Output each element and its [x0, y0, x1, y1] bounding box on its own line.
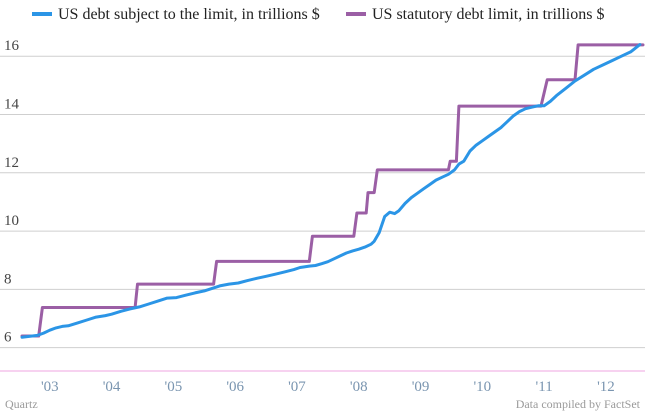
y-tick-label-8: 8	[4, 271, 12, 287]
x-tick-label-2010: '10	[473, 379, 491, 395]
series-line-debt	[20, 43, 642, 339]
x-tick-label-2006: '06	[226, 379, 244, 395]
x-tick-label-2009: '09	[412, 379, 430, 395]
x-tick-label-2003: '03	[41, 379, 59, 395]
y-tick-label-10: 10	[4, 213, 19, 229]
x-tick-label-2007: '07	[288, 379, 306, 395]
legend-label-limit: US statutory debt limit, in trillions $	[372, 6, 604, 23]
y-axis-tick-labels: 6 8 10 12 14 16	[4, 38, 20, 345]
series-line-limit	[20, 43, 645, 338]
x-tick-label-2005: '05	[165, 379, 183, 395]
series-lines	[20, 43, 645, 339]
gridlines	[0, 55, 645, 349]
y-tick-label-16: 16	[4, 38, 20, 54]
data-credit: Data compiled by FactSet	[516, 397, 641, 411]
x-tick-label-2004: '04	[103, 379, 121, 395]
x-axis-tick-labels: '03 '04 '05 '06 '07 '08 '09 '10 '11 '12	[41, 379, 615, 395]
x-tick-label-2008: '08	[350, 379, 368, 395]
source-credit: Quartz	[5, 397, 38, 411]
x-tick-label-2011: '11	[536, 379, 553, 395]
legend-label-debt: US debt subject to the limit, in trillio…	[58, 6, 320, 23]
y-tick-label-6: 6	[4, 330, 12, 346]
y-tick-label-12: 12	[4, 155, 19, 171]
legend: US debt subject to the limit, in trillio…	[32, 6, 604, 23]
y-tick-label-14: 14	[4, 97, 20, 113]
x-tick-label-2012: '12	[597, 379, 615, 395]
